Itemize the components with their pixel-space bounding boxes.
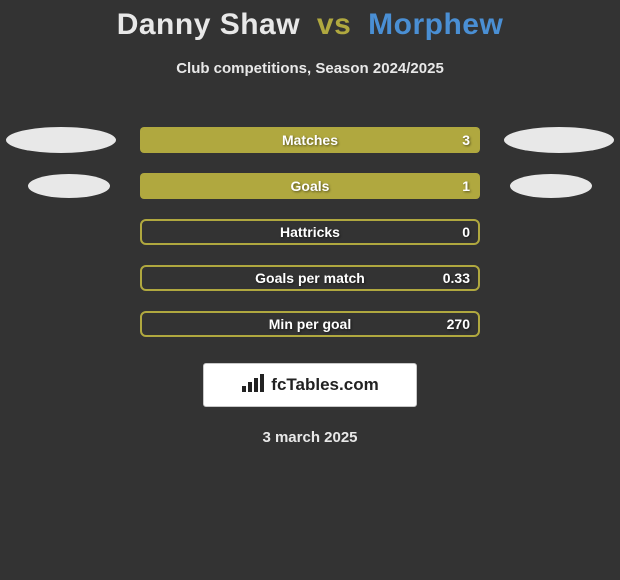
logo-text: fcTables.com — [271, 375, 378, 395]
player1-ellipse-icon — [28, 174, 110, 198]
source-logo[interactable]: fcTables.com — [203, 363, 417, 407]
stat-bar: Matches 3 — [140, 127, 480, 153]
stat-row: Matches 3 — [0, 117, 620, 163]
stats-list: Matches 3 Goals 1 Hattricks 0 Goals per match 0… — [0, 117, 620, 347]
player2-ellipse-icon — [510, 174, 592, 198]
stat-row: Goals per match 0.33 — [0, 255, 620, 301]
stat-bar: Goals 1 — [140, 173, 480, 199]
player1-ellipse-icon — [6, 127, 116, 153]
stat-label: Hattricks — [280, 224, 340, 240]
stat-row: Goals 1 — [0, 163, 620, 209]
stat-bar: Min per goal 270 — [140, 311, 480, 337]
stat-value-right: 0.33 — [443, 270, 470, 286]
date-label: 3 march 2025 — [0, 429, 620, 446]
bar-chart-icon — [241, 373, 265, 398]
page-title: Danny Shaw vs Morphew — [0, 8, 620, 42]
subtitle: Club competitions, Season 2024/2025 — [0, 60, 620, 77]
player1-name: Danny Shaw — [117, 8, 300, 41]
stat-value-right: 3 — [462, 132, 470, 148]
stat-bar: Goals per match 0.33 — [140, 265, 480, 291]
stat-row: Hattricks 0 — [0, 209, 620, 255]
stat-label: Matches — [282, 132, 338, 148]
stat-value-right: 270 — [447, 316, 470, 332]
stat-label: Goals — [291, 178, 330, 194]
player2-name: Morphew — [368, 8, 503, 41]
stat-label: Min per goal — [269, 316, 351, 332]
stat-label: Goals per match — [255, 270, 365, 286]
comparison-card: Danny Shaw vs Morphew Club competitions,… — [0, 0, 620, 446]
player2-ellipse-icon — [504, 127, 614, 153]
vs-separator: vs — [317, 8, 351, 41]
stat-bar: Hattricks 0 — [140, 219, 480, 245]
stat-value-right: 0 — [462, 224, 470, 240]
stat-value-right: 1 — [462, 178, 470, 194]
stat-row: Min per goal 270 — [0, 301, 620, 347]
